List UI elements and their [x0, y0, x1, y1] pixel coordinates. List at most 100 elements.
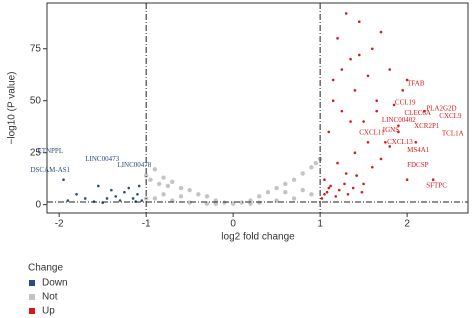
data-point	[344, 12, 348, 15]
data-point	[204, 194, 210, 199]
data-point	[161, 192, 166, 197]
data-point	[291, 196, 297, 201]
data-point	[283, 190, 288, 195]
data-point	[329, 184, 332, 188]
data-point	[397, 130, 400, 134]
gene-label: IGNS	[383, 126, 399, 134]
x-tick-label: -2	[55, 219, 64, 230]
data-point	[213, 201, 218, 206]
data-point	[384, 141, 387, 144]
data-point	[340, 68, 344, 71]
data-point	[131, 197, 135, 200]
data-point	[337, 188, 341, 192]
data-point	[336, 161, 339, 165]
data-point	[357, 20, 361, 24]
data-point	[187, 200, 192, 205]
x-tick-label: -1	[142, 219, 151, 230]
data-point	[257, 200, 262, 205]
data-point	[327, 130, 331, 134]
data-point	[187, 187, 192, 193]
data-point	[366, 74, 370, 78]
data-point	[331, 99, 335, 103]
data-point	[265, 190, 271, 195]
plot-frame	[46, 2, 469, 214]
data-point	[366, 141, 370, 144]
data-point	[375, 99, 378, 103]
data-point	[325, 190, 329, 194]
gene-label: TCL1A	[442, 130, 464, 138]
data-point	[323, 192, 326, 196]
data-point	[353, 89, 357, 92]
data-point	[148, 177, 153, 182]
data-point	[392, 103, 396, 107]
data-point	[379, 30, 383, 34]
data-point	[230, 201, 236, 206]
data-point	[375, 109, 378, 113]
data-point	[371, 47, 374, 51]
data-point	[357, 53, 361, 57]
data-point	[323, 178, 326, 182]
data-point	[405, 178, 409, 182]
data-point	[331, 78, 335, 82]
data-point	[397, 124, 400, 127]
data-point	[178, 185, 184, 191]
x-tick-label: 0	[230, 219, 236, 230]
data-point	[300, 187, 305, 193]
legend-swatch	[29, 294, 35, 300]
data-point	[196, 192, 201, 197]
gene-label: CLEC6A	[405, 109, 431, 117]
data-point	[143, 173, 149, 178]
x-tick-label: 1	[317, 219, 323, 230]
y-tick-label: 75	[30, 43, 42, 54]
gene-label: CXCL11	[359, 129, 385, 137]
data-point	[320, 197, 324, 200]
data-point	[123, 190, 126, 194]
data-point	[388, 145, 392, 148]
data-point	[137, 184, 141, 188]
data-point	[401, 89, 405, 92]
gene-label: DSCAM-AS1	[30, 166, 70, 174]
gene-label: FDCSP	[407, 161, 429, 169]
data-point	[349, 120, 352, 123]
data-point	[291, 177, 297, 182]
data-point	[423, 109, 426, 113]
data-point	[336, 37, 339, 40]
y-tick-label: 0	[35, 199, 41, 210]
data-point	[161, 175, 166, 180]
data-point	[165, 183, 171, 189]
data-point	[152, 167, 158, 172]
legend-label: Down	[42, 278, 68, 289]
data-point	[136, 192, 139, 196]
data-point	[414, 141, 418, 144]
gene-label: ETNPPL	[37, 147, 63, 155]
gene-label: LINC00402	[382, 116, 416, 124]
data-point	[97, 184, 100, 188]
data-point	[360, 190, 364, 194]
data-point	[388, 68, 392, 71]
legend-swatch	[29, 308, 35, 314]
gene-label: LINC00473	[85, 155, 119, 163]
y-tick-label: 50	[30, 95, 42, 106]
data-point	[75, 192, 78, 196]
data-point	[127, 186, 131, 190]
data-point	[371, 165, 374, 169]
legend-title: Change	[28, 263, 63, 274]
data-point	[362, 182, 365, 186]
data-point	[309, 165, 314, 170]
data-point	[300, 171, 305, 176]
gene-label: MS4A1	[407, 146, 430, 154]
data-point	[114, 195, 118, 198]
data-point	[283, 181, 288, 187]
data-point	[178, 194, 184, 199]
data-point	[110, 188, 113, 192]
data-point	[431, 178, 435, 182]
data-point	[157, 181, 162, 187]
gene-label: CCL19	[395, 98, 416, 106]
data-point	[118, 199, 122, 202]
data-point	[222, 200, 227, 205]
legend-label: Not	[42, 292, 58, 303]
data-point	[239, 200, 245, 205]
data-point	[327, 186, 331, 190]
data-point	[349, 57, 352, 61]
x-tick-label: 2	[404, 219, 410, 230]
